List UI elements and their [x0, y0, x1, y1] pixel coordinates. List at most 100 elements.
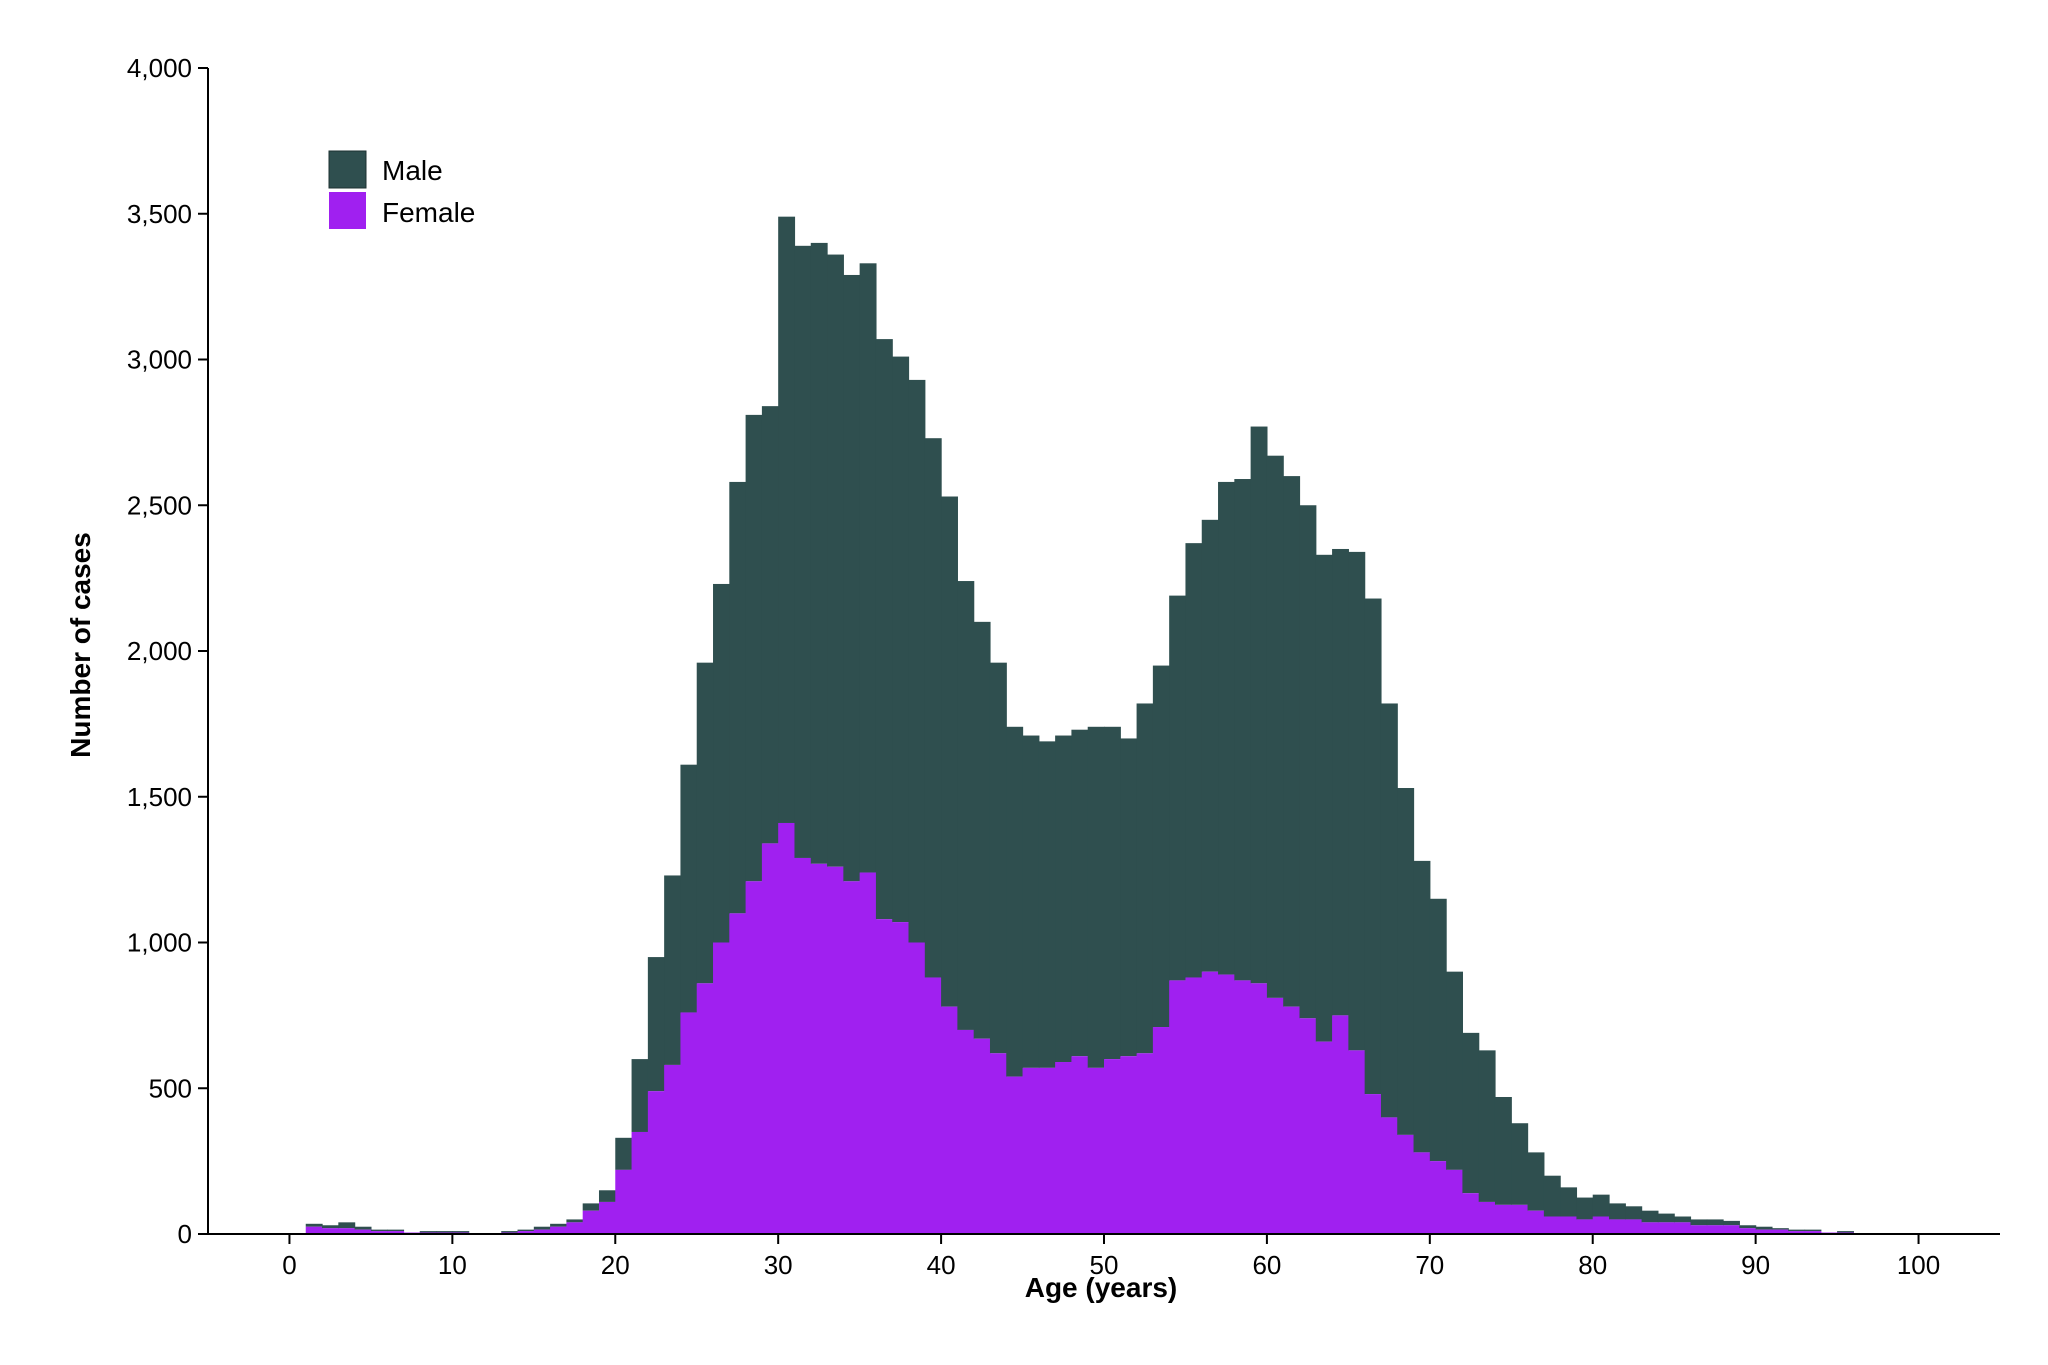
- bar-male-age-83: [1641, 1210, 1659, 1223]
- bar-female-age-85: [1674, 1222, 1692, 1234]
- bar-male-age-47: [1055, 735, 1073, 1063]
- bar-male-age-40: [941, 496, 958, 1007]
- bar-male-age-64: [1332, 548, 1349, 1016]
- bar-male-age-75: [1511, 1123, 1529, 1205]
- bar-male-age-59: [1250, 426, 1268, 984]
- bar-male-age-70: [1429, 898, 1447, 1162]
- bar-male-age-91: [1771, 1228, 1789, 1230]
- bar-female-age-42: [973, 1038, 991, 1234]
- bar-male-age-76: [1527, 1152, 1545, 1211]
- bar-female-age-90: [1755, 1229, 1773, 1234]
- bar-female-age-39: [924, 977, 942, 1234]
- bar-male-age-60: [1266, 455, 1284, 998]
- bar-male-age-95: [1837, 1231, 1854, 1233]
- bar-female-age-57: [1218, 974, 1235, 1234]
- bar-male-age-74: [1494, 1096, 1512, 1205]
- bar-male-age-46: [1038, 741, 1056, 1068]
- bar-female-age-18: [582, 1210, 600, 1234]
- bar-female-age-92: [1788, 1231, 1806, 1234]
- bar-female-age-17: [566, 1222, 584, 1234]
- y-tick-label-0: 0: [178, 1219, 192, 1249]
- bar-male-age-73: [1478, 1050, 1496, 1202]
- bar-male-age-84: [1657, 1213, 1675, 1223]
- bar-male-age-90: [1755, 1226, 1773, 1230]
- bar-female-age-19: [598, 1201, 616, 1234]
- bar-male-age-27: [729, 481, 747, 914]
- bar-male-age-26: [713, 583, 730, 943]
- x-tick-label-80: 80: [1578, 1250, 1607, 1280]
- bar-female-age-3: [338, 1228, 356, 1234]
- bar-male-age-79: [1576, 1197, 1594, 1220]
- bar-male-age-17: [566, 1219, 584, 1223]
- bar-male-age-54: [1169, 595, 1187, 981]
- bar-female-age-6: [387, 1231, 405, 1234]
- bar-male-age-77: [1543, 1175, 1561, 1217]
- bar-male-age-53: [1152, 665, 1170, 1028]
- bar-female-age-58: [1234, 980, 1252, 1234]
- y-tick-label-2000: 2,000: [127, 636, 192, 666]
- bar-female-age-88: [1723, 1225, 1740, 1234]
- x-tick-label-100: 100: [1897, 1250, 1940, 1280]
- bar-male-age-21: [631, 1059, 649, 1132]
- bar-female-age-29: [761, 843, 779, 1234]
- bar-male-age-16: [550, 1223, 567, 1227]
- bar-female-age-93: [1804, 1231, 1822, 1234]
- bar-female-age-25: [696, 983, 714, 1234]
- x-tick-label-40: 40: [927, 1250, 956, 1280]
- bar-female-age-28: [745, 881, 763, 1234]
- bar-male-age-68: [1397, 788, 1415, 1135]
- bar-female-age-82: [1625, 1219, 1643, 1234]
- bar-female-age-32: [810, 863, 828, 1234]
- bar-male-age-3: [338, 1222, 356, 1229]
- x-tick-label-30: 30: [764, 1250, 793, 1280]
- bar-male-age-51: [1120, 738, 1138, 1057]
- bar-male-age-72: [1462, 1032, 1480, 1194]
- bar-male-age-52: [1136, 703, 1154, 1054]
- bar-female-age-76: [1527, 1210, 1545, 1234]
- bar-female-age-41: [957, 1029, 975, 1234]
- bar-female-age-91: [1771, 1229, 1789, 1234]
- bar-female-age-55: [1185, 977, 1203, 1234]
- bar-male-age-24: [680, 764, 698, 1013]
- bar-female-age-47: [1055, 1062, 1073, 1234]
- bar-male-age-50: [1104, 726, 1121, 1060]
- bar-male-age-42: [973, 621, 991, 1039]
- bar-female-age-48: [1071, 1056, 1089, 1234]
- bar-male-age-22: [647, 957, 665, 1092]
- bar-male-age-58: [1234, 479, 1252, 981]
- y-tick-label-500: 500: [149, 1073, 192, 1103]
- bar-male-age-65: [1348, 551, 1366, 1051]
- bar-female-age-52: [1136, 1053, 1154, 1234]
- bar-male-age-93: [1804, 1229, 1822, 1232]
- bar-female-age-56: [1201, 971, 1219, 1234]
- bar-female-age-60: [1266, 997, 1284, 1234]
- bar-female-age-45: [1022, 1067, 1040, 1234]
- bar-male-age-5: [370, 1229, 388, 1232]
- bar-male-age-28: [745, 414, 763, 882]
- bar-male-age-2: [322, 1225, 339, 1229]
- bar-male-age-48: [1071, 729, 1089, 1057]
- bar-male-age-36: [875, 339, 893, 920]
- bar-male-age-14: [517, 1229, 535, 1232]
- bar-female-age-80: [1592, 1216, 1610, 1234]
- bar-female-age-89: [1739, 1228, 1757, 1234]
- x-tick-label-60: 60: [1252, 1250, 1281, 1280]
- bar-female-age-22: [647, 1091, 665, 1234]
- bar-female-age-2: [322, 1228, 339, 1234]
- bar-female-age-37: [892, 922, 910, 1234]
- bar-female-age-64: [1332, 1015, 1349, 1234]
- bar-male-age-15: [533, 1226, 551, 1230]
- y-tick-label-2500: 2,500: [127, 490, 192, 520]
- bar-female-age-51: [1120, 1056, 1138, 1234]
- bar-male-age-41: [957, 581, 975, 1030]
- bar-female-age-23: [664, 1064, 682, 1234]
- bar-male-age-29: [761, 406, 779, 844]
- bar-male-age-45: [1022, 735, 1040, 1068]
- bar-female-age-84: [1657, 1222, 1675, 1234]
- bar-female-age-62: [1299, 1018, 1317, 1234]
- bar-male-age-19: [598, 1190, 616, 1202]
- x-axis-title: Age (years): [1025, 1272, 1178, 1303]
- bar-female-age-68: [1397, 1134, 1415, 1234]
- x-tick-label-20: 20: [601, 1250, 630, 1280]
